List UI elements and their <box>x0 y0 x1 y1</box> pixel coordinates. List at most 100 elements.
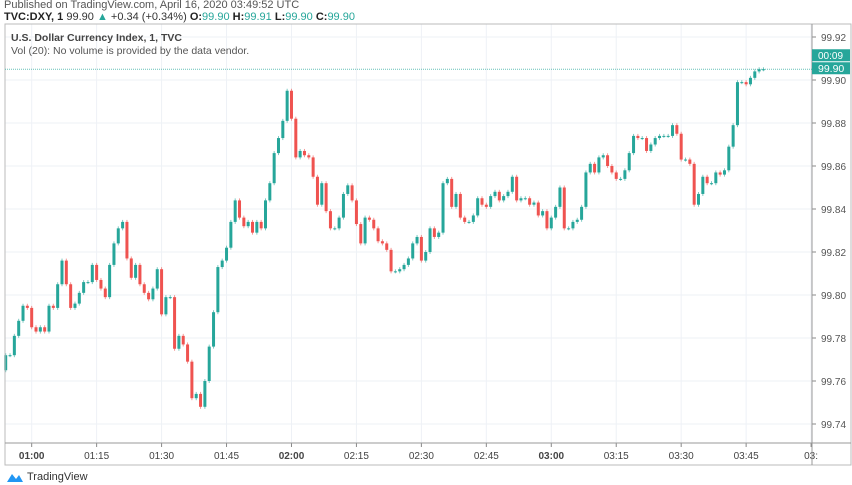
y-tick-label: 99.92 <box>821 33 846 44</box>
candle-up <box>255 221 259 233</box>
candle-up <box>640 138 644 140</box>
candle-down <box>432 228 436 237</box>
symbol: TVC:DXY, 1 <box>4 11 64 23</box>
candle-up <box>86 282 90 284</box>
candle-up <box>363 217 367 244</box>
candle-down <box>385 243 389 250</box>
candle-up <box>393 271 397 273</box>
candle-up <box>134 264 138 278</box>
up-triangle-icon: ▲ <box>96 11 108 23</box>
candle-up <box>212 312 216 347</box>
candle-down <box>199 393 203 407</box>
candle-up <box>541 211 545 216</box>
y-tick-label: 99.88 <box>821 119 846 130</box>
candle-up <box>445 178 449 184</box>
candle-up <box>510 176 514 192</box>
candle-down <box>636 135 640 139</box>
x-tick-label: 03:00 <box>538 451 564 462</box>
candle-down <box>614 172 618 179</box>
candle-up <box>285 90 289 121</box>
candle-up <box>194 393 198 399</box>
candle-up <box>709 183 713 185</box>
candle-up <box>411 243 415 259</box>
candle-down <box>536 202 540 216</box>
candle-up <box>121 221 125 229</box>
open-value: 99.90 <box>202 11 230 23</box>
candle-up <box>47 305 51 332</box>
chart-frame <box>4 23 852 466</box>
candle-down <box>181 335 185 345</box>
candle-up <box>177 335 181 349</box>
candle-down <box>64 260 68 285</box>
candle-up <box>298 150 302 158</box>
x-tick-label: 01:00 <box>19 451 45 462</box>
candle-down <box>242 217 246 227</box>
candle-down <box>350 185 354 201</box>
candle-down <box>289 90 293 119</box>
candle-up <box>77 292 81 304</box>
candle-down <box>69 284 73 308</box>
candle-down <box>389 249 393 272</box>
low-label: L: <box>274 11 286 23</box>
candle-up <box>701 176 705 194</box>
candle-down <box>705 176 709 184</box>
countdown-label: 00:09 <box>818 51 843 62</box>
candle-down <box>99 279 103 289</box>
candle-up <box>225 247 229 261</box>
candle-up <box>506 191 510 197</box>
candle-down <box>25 305 29 308</box>
candle-up <box>735 82 739 126</box>
candle-down <box>497 191 501 201</box>
candle-down <box>562 187 566 229</box>
candle-up <box>584 172 588 207</box>
candle-down <box>30 307 34 328</box>
candle-up <box>398 269 402 272</box>
candle-up <box>575 219 579 222</box>
x-tick-label: 02:00 <box>279 451 305 462</box>
candle-up <box>471 215 475 222</box>
candle-up <box>233 200 237 222</box>
candle-down <box>380 241 384 244</box>
y-tick-label: 99.80 <box>821 291 846 302</box>
candle-down <box>160 269 164 315</box>
candle-up <box>580 206 584 220</box>
open-label: O: <box>189 11 203 23</box>
candle-down <box>679 133 683 160</box>
candle-down <box>125 221 129 259</box>
candle-up <box>523 198 527 200</box>
candle-up <box>424 252 428 261</box>
candle-up <box>554 206 558 218</box>
tradingview-logo: TradingView <box>6 471 88 483</box>
candle-down <box>528 198 532 205</box>
legend-title: U.S. Dollar Currency Index, 1, TVC <box>11 32 182 44</box>
candle-up <box>229 221 233 248</box>
candle-down <box>315 176 319 205</box>
legend-volume-note: Vol (20): No volume is provided by the d… <box>11 45 250 57</box>
candle-up <box>428 228 432 252</box>
candle-up <box>246 221 250 227</box>
candle-up <box>151 288 155 300</box>
candle-down <box>95 264 99 280</box>
x-tick-label: 03:45 <box>734 451 759 462</box>
candle-down <box>744 82 748 85</box>
candle-up <box>653 138 657 145</box>
candle-up <box>627 153 631 171</box>
candle-up <box>666 135 670 137</box>
candle-down <box>142 284 146 293</box>
candle-up <box>558 187 562 207</box>
candle-up <box>697 193 700 205</box>
candle-up <box>649 144 653 151</box>
candle-up <box>441 183 445 233</box>
candle-down <box>190 361 194 399</box>
close-label: C: <box>315 11 328 23</box>
x-tick-label: 02:45 <box>474 451 499 462</box>
candle-up <box>489 196 493 207</box>
candle-down <box>545 211 549 229</box>
candle-up <box>632 135 636 154</box>
candle-up <box>731 125 735 147</box>
candle-up <box>73 303 77 308</box>
candle-down <box>138 264 142 285</box>
candle-up <box>567 228 571 230</box>
candle-up <box>402 264 406 270</box>
